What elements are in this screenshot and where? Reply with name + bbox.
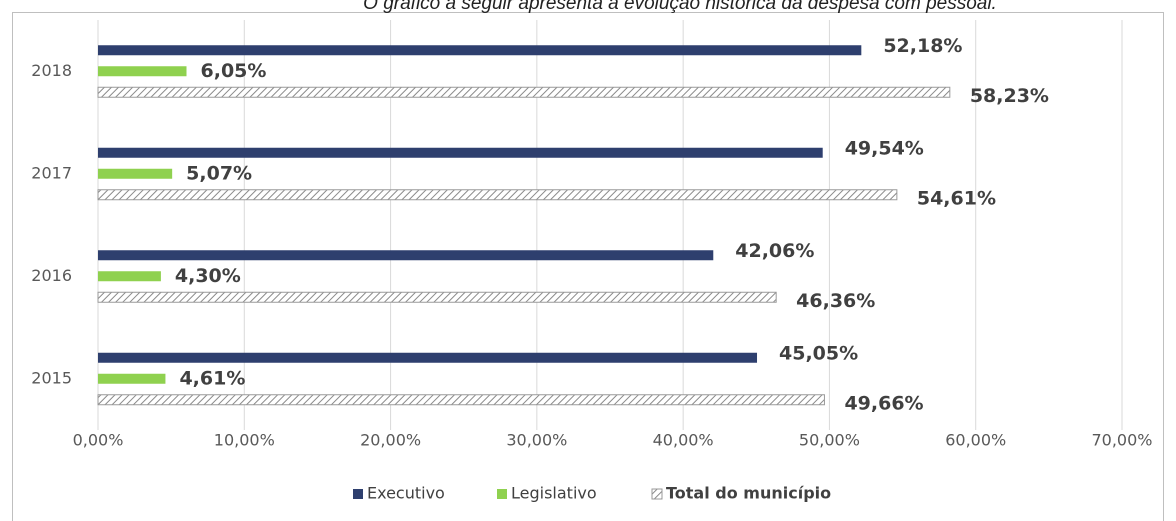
- data-label: 4,61%: [179, 367, 245, 389]
- x-tick-label: 70,00%: [1091, 431, 1152, 450]
- data-label: 42,06%: [735, 240, 814, 262]
- data-label: 4,30%: [175, 265, 241, 287]
- data-label: 58,23%: [970, 85, 1049, 107]
- bar: [97, 189, 898, 201]
- x-tick-label: 50,00%: [799, 431, 860, 450]
- x-tick-label: 10,00%: [214, 431, 275, 450]
- data-label: 49,66%: [844, 392, 923, 414]
- data-label: 52,18%: [883, 35, 962, 57]
- bar: [98, 352, 758, 363]
- bar: [98, 373, 166, 384]
- chart-border: [12, 12, 1164, 521]
- bar: [98, 271, 161, 282]
- chart-title: O gráfico a seguir apresenta a evolução …: [363, 0, 997, 14]
- y-tick-label: 2015: [31, 368, 72, 387]
- data-label: 49,54%: [845, 137, 924, 159]
- bar: [98, 66, 187, 77]
- data-label: 54,61%: [917, 187, 996, 209]
- legend-label: Legislativo: [511, 484, 597, 503]
- legend-marker: [497, 489, 507, 499]
- legend-marker: [651, 488, 663, 500]
- y-tick-label: 2017: [31, 163, 72, 182]
- data-label: 6,05%: [201, 60, 267, 82]
- legend-marker: [353, 489, 363, 499]
- x-tick-label: 0,00%: [73, 431, 124, 450]
- bar: [98, 45, 862, 56]
- x-tick-label: 60,00%: [945, 431, 1006, 450]
- x-tick-label: 30,00%: [506, 431, 567, 450]
- x-tick-label: 40,00%: [653, 431, 714, 450]
- y-tick-label: 2016: [31, 266, 72, 285]
- legend-label: Total do município: [666, 484, 831, 503]
- bar: [98, 147, 823, 158]
- legend-label: Executivo: [367, 484, 445, 503]
- data-label: 46,36%: [796, 290, 875, 312]
- y-tick-label: 2018: [31, 61, 72, 80]
- bar: [97, 291, 777, 303]
- data-label: 5,07%: [186, 162, 252, 184]
- bar: [97, 86, 951, 98]
- bar: [98, 168, 173, 179]
- data-label: 45,05%: [779, 342, 858, 364]
- bar: [97, 394, 825, 406]
- bar: [98, 250, 714, 261]
- x-tick-label: 20,00%: [360, 431, 421, 450]
